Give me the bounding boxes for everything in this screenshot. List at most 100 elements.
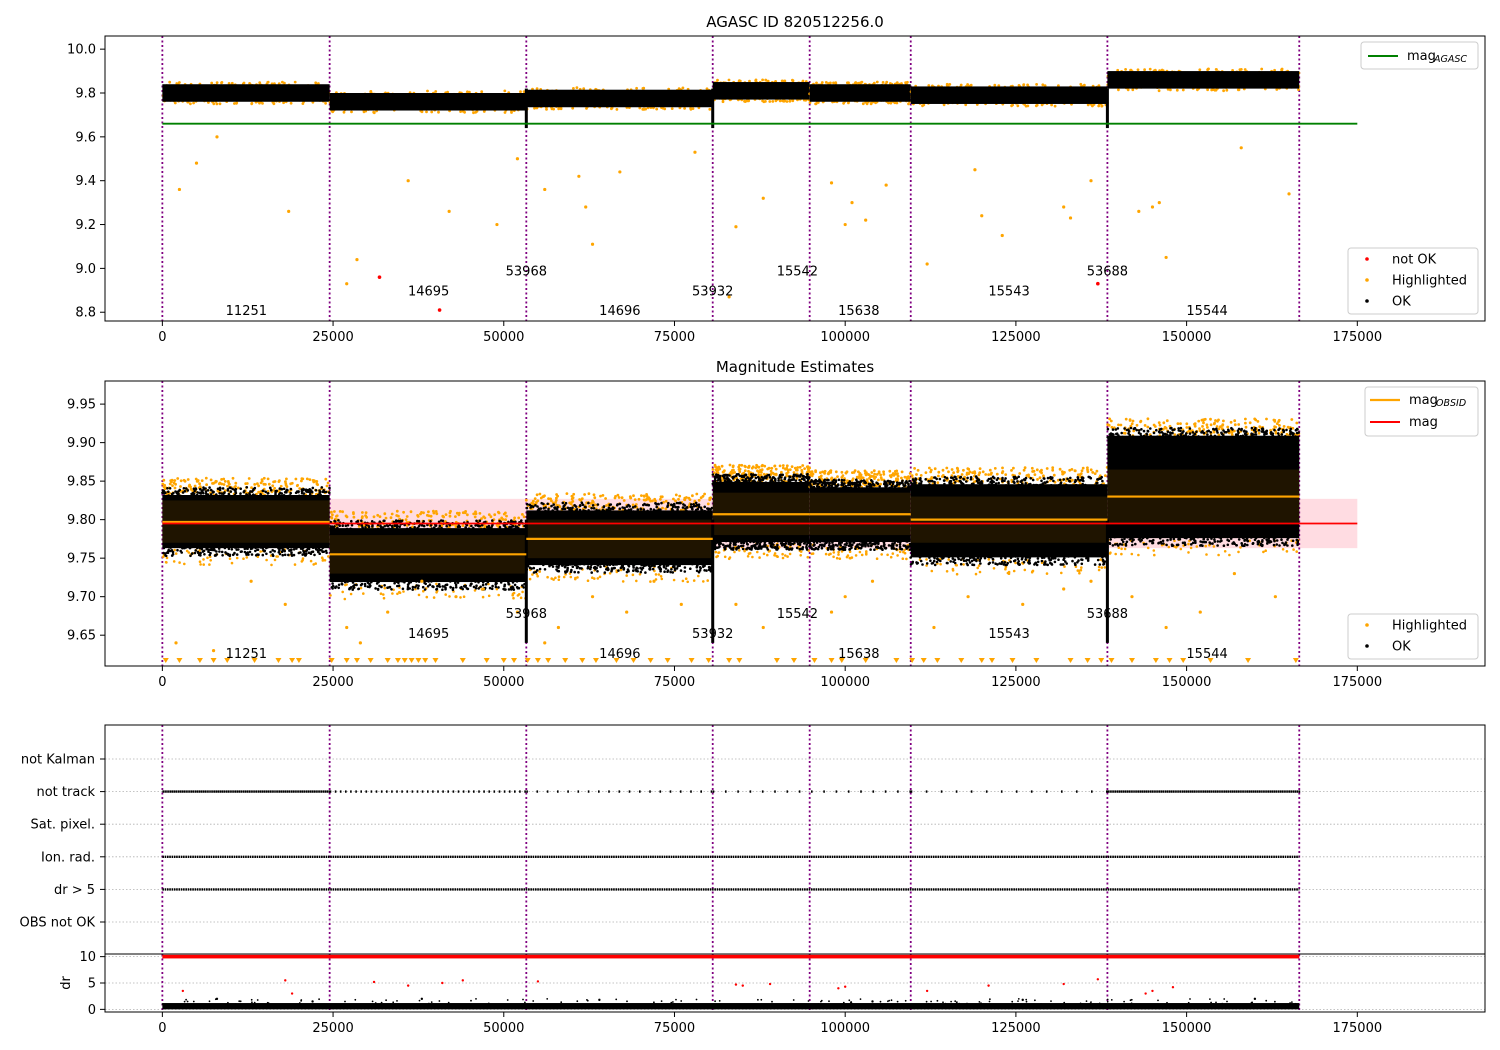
flag-category-label: Ion. rad. (41, 850, 95, 865)
agasc-mag-highlighted-point (355, 258, 359, 262)
agasc-mag-highlighted-point (761, 196, 765, 200)
dr-axis-label: dr (59, 976, 74, 990)
magnitude-estimates-highlighted-fringe-top (329, 509, 526, 530)
agasc-mag-obsid-label: 14696 (599, 304, 640, 319)
magnitude-estimates-ok-fringe-top (525, 501, 714, 515)
agasc-mag-highlighted-point (406, 179, 410, 183)
magnitude-estimates-floor-marker (459, 658, 466, 663)
magnitude-estimates-highlighted-point (679, 602, 683, 606)
dr-ok-points (162, 1003, 1300, 1010)
magnitude-estimates-floor-marker (295, 658, 302, 663)
magnitude-estimates-floor-marker (224, 658, 231, 663)
magnitude-estimates-floor-marker (726, 658, 733, 663)
magnitude-estimates-highlighted-point (249, 579, 253, 583)
magnitude-estimates-ok-fringe-top (711, 472, 811, 487)
magnitude-estimates-floor-marker (328, 658, 335, 663)
agasc-mag-ok-band-5 (910, 86, 1108, 104)
magnitude-estimates-highlighted-point (1021, 602, 1025, 606)
magnitude-estimates-highlighted-fringe-bottom (329, 582, 527, 601)
magnitude-estimates-floor-marker (790, 658, 797, 663)
magnitude-estimates-floor-marker (353, 658, 360, 663)
dr-outlier-red (1144, 992, 1147, 995)
agasc-mag-boundary-dip (1105, 88, 1109, 129)
dr-outlier-red (441, 981, 444, 985)
magnitude-estimates-floor-marker (384, 658, 391, 663)
magnitude-estimates-ok-fringe-top (808, 478, 912, 492)
magnitude-estimates-floor-marker (275, 658, 282, 663)
agasc-mag-highlighted-point (727, 295, 731, 299)
dr-outlier-red (372, 980, 376, 984)
magnitude-estimates-floor-marker (511, 658, 518, 663)
magnitude-estimates-highlighted-point (870, 579, 875, 583)
dr-axes: 0 25000 50000 75000 100000 125000 150000 175000… (79, 950, 1382, 1036)
magnitude-estimates-floor-marker (394, 658, 401, 663)
magnitude-estimates-floor-marker (909, 658, 916, 663)
magnitude-estimates-highlighted-point (283, 602, 287, 606)
magnitude-estimates-floor-marker (958, 658, 965, 663)
magnitude-estimates-ok-band-6 (1107, 435, 1300, 539)
dr-xtick-label: 125000 (991, 1021, 1041, 1036)
agasc-mag-legend-label: not OK (1392, 253, 1437, 268)
dr-outlier-red (768, 982, 772, 986)
agasc-mag-axes-frame (104, 35, 1486, 322)
agasc-mag-highlighted-point (1157, 201, 1161, 205)
magnitude-estimates-floor-marker (401, 658, 408, 663)
agasc-mag-highlighted-point (515, 157, 520, 161)
magnitude-estimates-ok-fringe-bottom (909, 553, 1108, 567)
agasc-mag-highlighted-point (447, 209, 451, 213)
magnitude-estimates-floor-marker (828, 658, 835, 663)
agasc-mag-clipped: 11251 14695 53968 14696 53932 15542 15638 15543… (161, 36, 1358, 321)
magnitude-estimates-ytick-label: 9.90 (67, 436, 96, 451)
dr-xtick-label: 100000 (820, 1021, 870, 1036)
dr-ytick-label: 10 (79, 950, 96, 965)
magnitude-estimates-boundary-dip (711, 519, 715, 643)
magnitude-estimates-axes-frame (104, 380, 1486, 667)
magnitude-estimates-legend-subscript: OBSID (1436, 398, 1466, 409)
magnitude-estimates-ok-fringe-top (329, 519, 526, 533)
magnitude-estimates-highlighted-point (345, 625, 349, 630)
agasc-mag-highlighted-point (1287, 192, 1291, 196)
magnitude-estimates-floor-marker (736, 658, 743, 663)
magnitude-estimates-ytick-label: 9.65 (67, 629, 96, 644)
magnitude-estimates-floor-marker (934, 658, 941, 663)
magnitude-estimates-axes: 0 25000 50000 75000 100000 125000 150000 175000… (67, 398, 1382, 690)
agasc-mag-xtick-label: 50000 (483, 330, 524, 345)
dr-outlier-black (598, 998, 601, 1002)
magnitude-estimates-legend-points: Highlighted OK (1347, 613, 1479, 660)
magnitude-estimates-floor-marker (500, 658, 507, 663)
magnitude-estimates-highlighted-point (174, 641, 178, 645)
magnitude-estimates-ytick-label: 9.75 (67, 552, 96, 567)
magnitude-estimates-highlighted-point (386, 610, 390, 614)
magnitude-estimates-highlighted-point (932, 625, 936, 630)
magnitude-estimates-obsid-label: 14695 (408, 627, 449, 642)
magnitude-estimates-floor-marker (524, 658, 531, 663)
dr-xtick-label: 150000 (1162, 1021, 1212, 1036)
dr-xtick-label: 175000 (1332, 1021, 1382, 1036)
agasc-mag-obsid-label: 53688 (1087, 265, 1128, 280)
agasc-mag-highlighted-point (980, 214, 984, 218)
agasc-mag-not-ok-point (437, 308, 442, 312)
magnitude-estimates-ok-fringe-bottom (711, 537, 811, 551)
magnitude-estimates-floor-marker (196, 658, 203, 663)
magnitude-estimates-ytick-label: 9.95 (67, 398, 96, 413)
magnitude-estimates-boundary-dip (524, 519, 528, 643)
agasc-mag-highlighted-point (194, 161, 199, 165)
magnitude-estimates-legend-label: OK (1392, 640, 1411, 655)
magnitude-estimates-floor-marker (705, 658, 712, 663)
agasc-mag-ok-band-6 (1107, 71, 1300, 89)
magnitude-estimates-highlighted-point (843, 595, 847, 599)
dr-outlier-red (1096, 978, 1100, 981)
magnitude-estimates-highlighted-point (420, 579, 424, 583)
flag-row-points-1 (162, 790, 1301, 793)
agasc-mag-obsid-label: 53932 (692, 284, 733, 299)
magnitude-estimates-xtick-label: 150000 (1162, 675, 1212, 690)
magnitude-estimates-floor-marker (1098, 658, 1105, 663)
magnitude-estimates-ok-fringe-top (161, 485, 331, 500)
agasc-mag-ytick-label: 9.6 (75, 130, 96, 145)
magnitude-estimates-floor-marker (920, 658, 927, 663)
magnitude-estimates-floor-marker (1067, 658, 1074, 663)
agasc-mag-ytick-label: 9.0 (75, 262, 96, 277)
dr-outlier-black (871, 1000, 874, 1003)
